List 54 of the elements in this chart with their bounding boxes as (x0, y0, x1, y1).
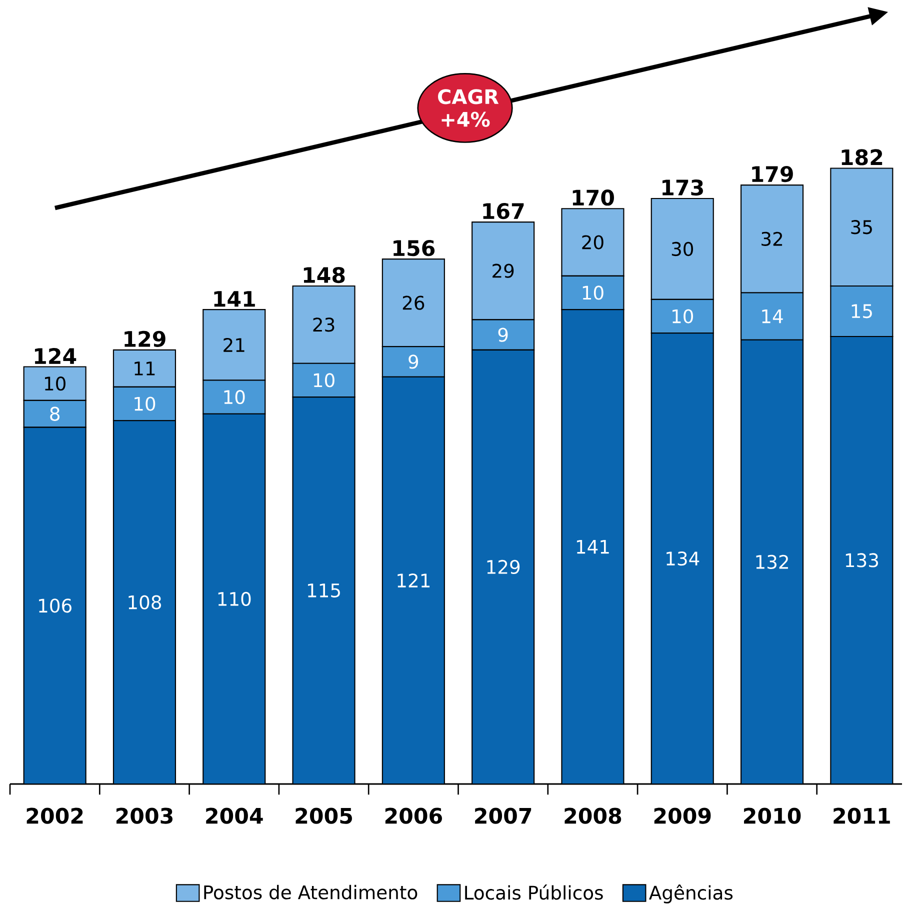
x-tick-label: 2008 (564, 808, 622, 824)
data-label: 106 (39, 598, 72, 613)
x-tick-label: 2005 (296, 808, 352, 824)
data-label: 26 (402, 296, 424, 310)
total-label: 124 (34, 348, 76, 364)
data-label: 29 (492, 264, 514, 278)
total-label: 141 (214, 291, 255, 307)
total-label: 170 (572, 190, 614, 206)
data-label: 14 (762, 309, 783, 324)
x-tick-label: 2009 (654, 808, 711, 824)
data-label: 132 (756, 554, 788, 569)
data-label: 8 (50, 406, 60, 421)
data-label: 110 (218, 592, 251, 606)
x-tick-label: 2004 (206, 808, 263, 824)
total-label: 167 (483, 203, 524, 220)
data-label: 11 (134, 362, 155, 376)
data-label: 10 (134, 396, 156, 411)
data-label: 21 (224, 338, 244, 352)
total-label: 148 (304, 266, 345, 284)
data-label: 10 (582, 286, 604, 300)
data-label: 10 (314, 373, 334, 388)
total-label: 182 (842, 149, 882, 166)
data-label: 141 (576, 540, 609, 554)
data-label: 10 (672, 309, 694, 324)
data-label: 20 (582, 235, 604, 250)
total-label: 129 (124, 330, 166, 347)
x-tick-label: 2011 (834, 808, 890, 824)
data-label: 108 (128, 595, 162, 610)
data-label: 30 (672, 242, 694, 256)
data-label: 10 (224, 390, 245, 404)
data-label: 115 (308, 584, 340, 598)
data-label: 133 (846, 553, 878, 568)
data-label: 9 (408, 354, 418, 369)
x-tick-label: 2003 (116, 808, 172, 824)
data-label: 23 (313, 318, 334, 332)
text: CAGR +4% (438, 89, 499, 127)
x-tick-label: 2002 (26, 808, 83, 824)
data-label: 32 (762, 232, 782, 246)
x-tick-label: 2010 (744, 808, 801, 824)
total-label: 156 (394, 240, 435, 256)
x-tick-label: 2007 (475, 808, 532, 824)
data-label: 134 (666, 551, 700, 566)
data-label: 129 (487, 560, 520, 574)
x-tick-label: 2006 (385, 808, 442, 824)
data-label: 9 (498, 328, 508, 342)
legend-label: Agências (649, 884, 733, 904)
data-label: 121 (398, 573, 430, 588)
legend-label: Postos de Atendimento (204, 884, 418, 900)
data-label: 15 (852, 304, 872, 318)
total-label: 173 (662, 179, 703, 196)
data-label: 35 (851, 220, 872, 234)
legend-label: Locais Públicos (465, 884, 603, 900)
data-label: 10 (45, 376, 66, 391)
total-label: 179 (752, 166, 793, 182)
